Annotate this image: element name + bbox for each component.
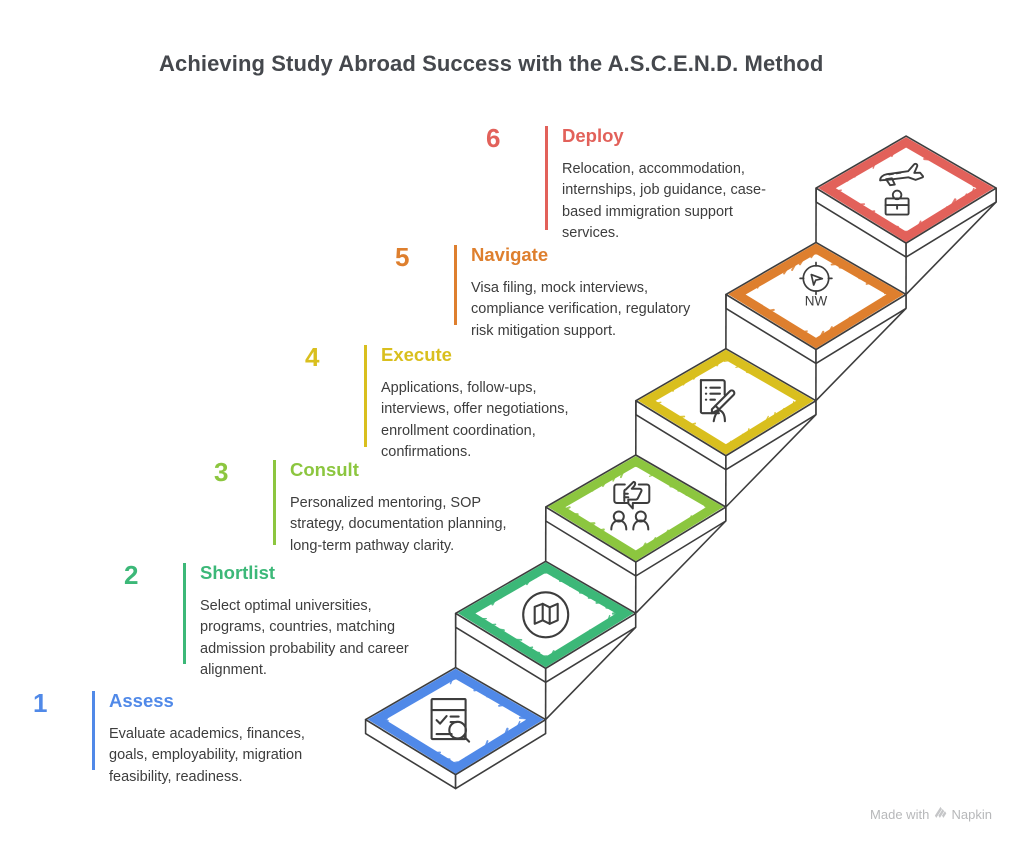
svg-text:NW: NW: [805, 294, 828, 309]
